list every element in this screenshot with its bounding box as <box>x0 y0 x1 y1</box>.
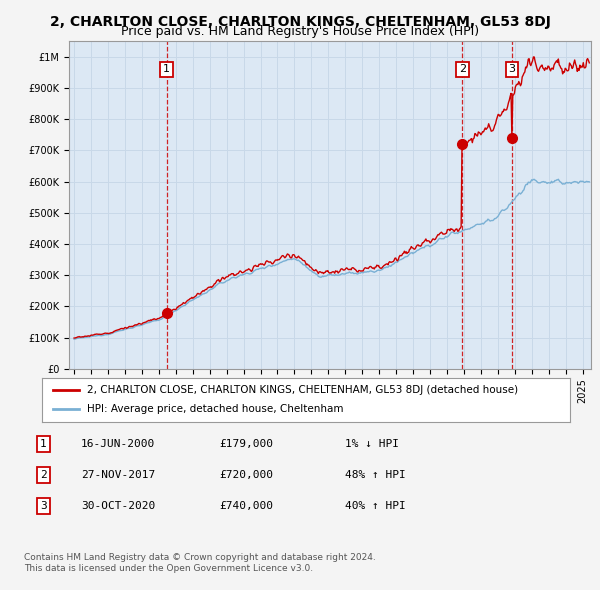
Text: 40% ↑ HPI: 40% ↑ HPI <box>345 501 406 510</box>
Text: £720,000: £720,000 <box>219 470 273 480</box>
Text: Contains HM Land Registry data © Crown copyright and database right 2024.: Contains HM Land Registry data © Crown c… <box>24 553 376 562</box>
Text: 30-OCT-2020: 30-OCT-2020 <box>81 501 155 510</box>
Text: 1: 1 <box>163 64 170 74</box>
Text: This data is licensed under the Open Government Licence v3.0.: This data is licensed under the Open Gov… <box>24 565 313 573</box>
Text: 3: 3 <box>508 64 515 74</box>
Text: £179,000: £179,000 <box>219 440 273 449</box>
Text: 27-NOV-2017: 27-NOV-2017 <box>81 470 155 480</box>
Text: 16-JUN-2000: 16-JUN-2000 <box>81 440 155 449</box>
Text: 3: 3 <box>40 501 47 510</box>
Text: 2, CHARLTON CLOSE, CHARLTON KINGS, CHELTENHAM, GL53 8DJ (detached house): 2, CHARLTON CLOSE, CHARLTON KINGS, CHELT… <box>87 385 518 395</box>
Text: 2, CHARLTON CLOSE, CHARLTON KINGS, CHELTENHAM, GL53 8DJ: 2, CHARLTON CLOSE, CHARLTON KINGS, CHELT… <box>50 15 550 29</box>
Text: 1: 1 <box>40 440 47 449</box>
Text: Price paid vs. HM Land Registry's House Price Index (HPI): Price paid vs. HM Land Registry's House … <box>121 25 479 38</box>
Text: 2: 2 <box>40 470 47 480</box>
Text: 2: 2 <box>458 64 466 74</box>
Text: 48% ↑ HPI: 48% ↑ HPI <box>345 470 406 480</box>
Text: £740,000: £740,000 <box>219 501 273 510</box>
Text: HPI: Average price, detached house, Cheltenham: HPI: Average price, detached house, Chel… <box>87 405 343 414</box>
Text: 1% ↓ HPI: 1% ↓ HPI <box>345 440 399 449</box>
